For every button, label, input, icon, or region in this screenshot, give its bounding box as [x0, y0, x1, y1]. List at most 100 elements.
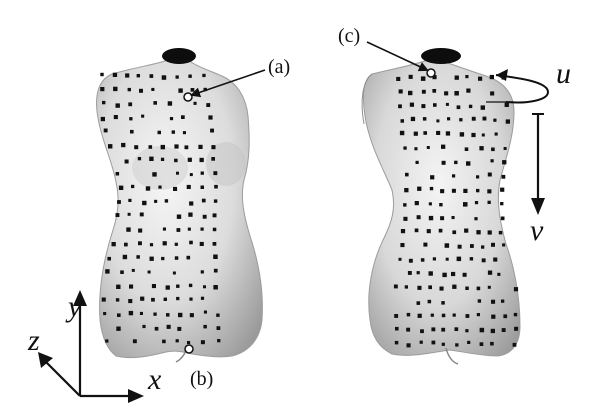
- marker-dot: [464, 228, 469, 233]
- marker-dot: [166, 324, 171, 329]
- u-rotation-arrow: [486, 69, 550, 104]
- marker-dot: [200, 340, 205, 345]
- marker-dot: [124, 242, 128, 247]
- marker-dot: [139, 212, 144, 217]
- marker-dot: [405, 172, 409, 177]
- marker-dot: [474, 201, 479, 205]
- marker-dot: [436, 130, 441, 135]
- marker-dot: [212, 227, 217, 232]
- marker-dot: [117, 313, 121, 317]
- v-direction-arrow: [531, 113, 545, 215]
- marker-dot: [151, 87, 155, 91]
- marker-dot: [153, 312, 157, 316]
- marker-dot: [406, 343, 411, 348]
- marker-dot: [503, 314, 508, 319]
- marker-dot: [451, 188, 456, 193]
- marker-dot: [447, 117, 451, 121]
- marker-dot: [441, 342, 445, 346]
- marker-dot: [501, 299, 505, 303]
- arrow-c: [366, 41, 429, 72]
- marker-dot: [403, 216, 408, 221]
- marker-dot: [189, 173, 193, 177]
- marker-dot: [455, 343, 459, 347]
- marker-dot: [186, 184, 191, 189]
- marker-dot: [487, 200, 491, 204]
- marker-dot: [398, 104, 402, 109]
- marker-dot: [479, 146, 484, 151]
- label-a: (a): [268, 56, 290, 78]
- landmark-b-point: [184, 344, 194, 354]
- marker-dot: [120, 270, 124, 274]
- marker-dot: [463, 188, 468, 193]
- marker-dot: [491, 147, 495, 152]
- marker-dot: [420, 329, 424, 334]
- marker-dot: [406, 312, 411, 317]
- marker-dot: [463, 202, 468, 207]
- marker-dot: [474, 217, 478, 221]
- marker-dot: [439, 203, 443, 207]
- marker-dot: [459, 118, 463, 122]
- marker-dot: [414, 147, 418, 151]
- marker-dot: [140, 296, 145, 301]
- marker-dot: [395, 326, 399, 331]
- marker-dot: [441, 144, 446, 149]
- marker-dot: [440, 189, 445, 194]
- marker-dot: [430, 175, 435, 180]
- marker-dot: [157, 130, 161, 135]
- marker-dot: [188, 74, 192, 78]
- axis-x-label: x: [147, 363, 162, 396]
- marker-dot: [481, 258, 486, 263]
- marker-dot: [212, 213, 217, 218]
- marker-dot: [487, 285, 491, 289]
- marker-dot: [491, 242, 495, 247]
- marker-dot: [149, 74, 154, 78]
- marker-dot: [115, 103, 120, 108]
- marker-dot: [410, 116, 416, 122]
- marker-dot: [404, 285, 408, 289]
- marker-dot: [416, 271, 420, 275]
- marker-dot: [134, 145, 139, 150]
- marker-dot: [487, 230, 492, 235]
- marker-dot: [494, 132, 498, 136]
- marker-dot: [128, 310, 134, 316]
- marker-dot: [137, 157, 142, 161]
- marker-dot: [400, 243, 405, 248]
- marker-dot: [115, 298, 120, 302]
- front-marker-dots: [100, 72, 221, 345]
- marker-dot: [154, 199, 158, 203]
- marker-dot: [188, 283, 193, 288]
- marker-dot: [408, 258, 413, 263]
- marker-dot: [139, 311, 143, 315]
- marker-dot: [452, 313, 456, 317]
- marker-dot: [454, 327, 459, 331]
- axis-u-label: u: [556, 57, 571, 90]
- marker-dot: [407, 271, 412, 275]
- marker-dot: [162, 339, 166, 344]
- marker-dot: [203, 324, 207, 329]
- marker-dot: [428, 202, 432, 206]
- marker-dot: [399, 130, 405, 136]
- axis-y-label: y: [65, 290, 82, 323]
- marker-dot: [416, 215, 421, 220]
- marker-dot: [178, 88, 183, 93]
- marker-dot: [200, 270, 204, 274]
- marker-dot: [193, 101, 197, 105]
- marker-dot: [466, 88, 471, 93]
- marker-dot: [489, 74, 494, 80]
- marker-dot: [500, 202, 504, 206]
- marker-dot: [464, 147, 469, 151]
- marker-dot: [476, 286, 481, 291]
- marker-dot: [149, 156, 154, 161]
- marker-dot: [112, 72, 118, 77]
- marker-dot: [404, 188, 409, 193]
- marker-dot: [487, 172, 492, 177]
- marker-dot: [213, 268, 218, 273]
- label-c: (c): [338, 25, 360, 47]
- marker-dot: [163, 297, 167, 301]
- marker-dot: [442, 272, 447, 278]
- marker-dot: [514, 326, 519, 331]
- marker-dot: [165, 285, 170, 290]
- marker-dot: [101, 297, 106, 302]
- marker-dot: [162, 241, 167, 246]
